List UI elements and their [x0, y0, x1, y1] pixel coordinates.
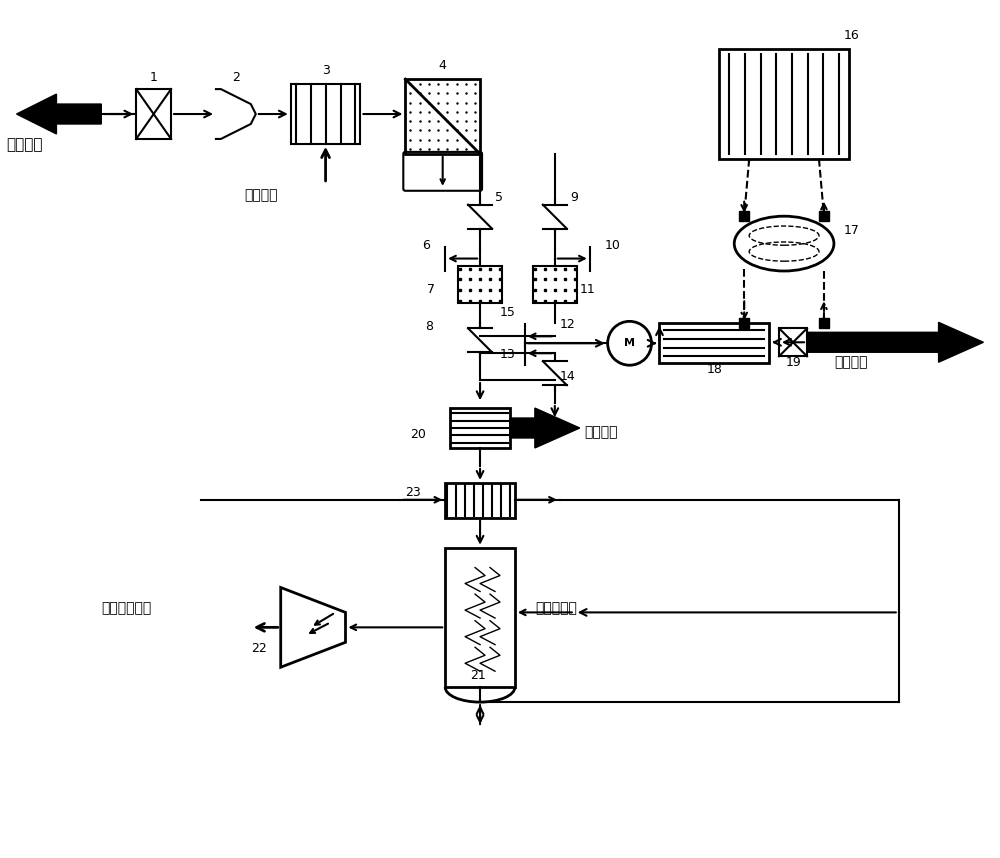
Bar — [533, 265, 577, 304]
Text: 6: 6 — [422, 239, 430, 251]
Bar — [136, 89, 171, 139]
Bar — [659, 323, 769, 363]
Text: 环境空气: 环境空气 — [585, 425, 618, 439]
Text: 10: 10 — [605, 239, 621, 251]
Text: 16: 16 — [844, 29, 860, 42]
Text: 22: 22 — [251, 643, 267, 656]
Text: 13: 13 — [500, 348, 516, 361]
Text: 环境空气: 环境空气 — [7, 137, 43, 152]
Text: 7: 7 — [427, 283, 435, 297]
Text: 17: 17 — [844, 224, 860, 237]
Polygon shape — [807, 323, 983, 362]
Text: 21: 21 — [470, 669, 486, 682]
Text: 2: 2 — [232, 71, 240, 84]
Text: 冷却后的空气: 冷却后的空气 — [101, 601, 152, 615]
Text: 4: 4 — [439, 59, 447, 72]
Text: 5: 5 — [495, 190, 503, 203]
Bar — [291, 84, 360, 144]
Text: 3: 3 — [322, 64, 330, 77]
Text: 环境空气: 环境空气 — [244, 188, 278, 202]
Text: 15: 15 — [500, 306, 516, 319]
Bar — [445, 547, 515, 687]
Text: 11: 11 — [580, 283, 595, 297]
Bar — [779, 329, 807, 356]
Text: 9: 9 — [570, 190, 578, 203]
Bar — [450, 408, 510, 448]
Text: 23: 23 — [405, 486, 421, 498]
Polygon shape — [17, 94, 101, 134]
Text: 12: 12 — [560, 318, 576, 331]
Text: 19: 19 — [785, 356, 801, 369]
Bar — [739, 211, 749, 221]
Bar — [739, 318, 749, 329]
Text: 14: 14 — [560, 370, 576, 384]
Text: 被冷却空气: 被冷却空气 — [535, 601, 577, 615]
Bar — [445, 483, 515, 517]
Bar — [719, 49, 849, 159]
Text: M: M — [624, 338, 635, 348]
Bar — [819, 211, 829, 221]
Bar — [405, 79, 480, 154]
Text: 环境空气: 环境空气 — [834, 355, 867, 369]
Text: 1: 1 — [149, 71, 157, 84]
Text: 8: 8 — [425, 320, 433, 333]
Bar — [819, 318, 829, 329]
Bar — [458, 265, 502, 304]
Text: 18: 18 — [706, 363, 722, 376]
Text: 20: 20 — [410, 428, 426, 441]
Polygon shape — [510, 408, 580, 448]
